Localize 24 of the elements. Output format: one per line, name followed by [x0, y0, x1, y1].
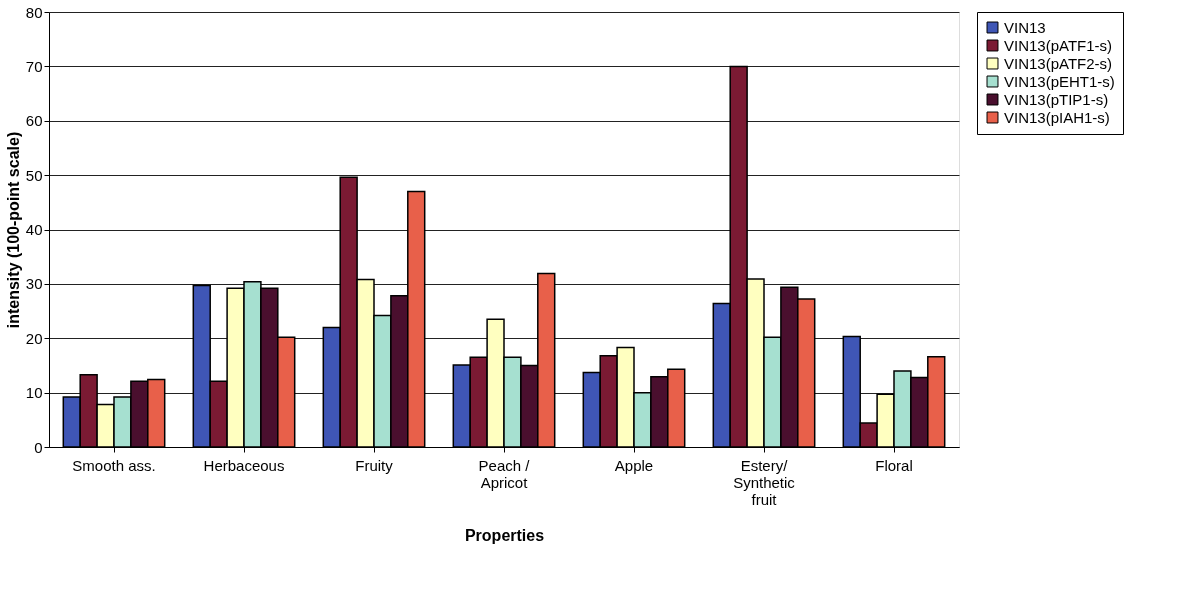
legend-label: VIN13	[1004, 18, 1046, 36]
x-tick-label: Estery/ Synthetic fruit	[733, 456, 796, 508]
y-tick-label: 60	[25, 112, 43, 130]
legend-label: VIN13(pATF2-s)	[1004, 54, 1113, 72]
y-axis-title: intensity (100-point scale)	[4, 131, 22, 329]
x-axis-title: Properties	[464, 526, 545, 544]
y-tick-label: 30	[25, 275, 43, 293]
legend-label: VIN13(pATF1-s)	[1004, 36, 1113, 54]
x-tick-label: Apple	[614, 456, 654, 474]
legend-label: VIN13(pEHT1-s)	[1004, 72, 1115, 90]
legend-label: VIN13(pTIP1-s)	[1004, 90, 1109, 108]
y-tick-label: 0	[34, 438, 43, 456]
x-tick-label: Fruity	[355, 456, 394, 474]
y-tick-label: 10	[25, 384, 43, 402]
y-tick-label: 40	[25, 221, 43, 238]
y-tick-label: 20	[25, 329, 43, 347]
x-tick-label: Smooth ass.	[72, 456, 156, 474]
x-tick-label: Floral	[875, 456, 913, 474]
y-tick-label: 80	[25, 3, 43, 21]
x-tick-label: Peach / Apricot	[478, 456, 531, 491]
x-tick-label: Herbaceous	[203, 456, 285, 474]
y-tick-label: 70	[25, 57, 43, 75]
legend-label: VIN13(pIAH1-s)	[1004, 108, 1110, 126]
y-tick-label: 50	[25, 166, 43, 184]
